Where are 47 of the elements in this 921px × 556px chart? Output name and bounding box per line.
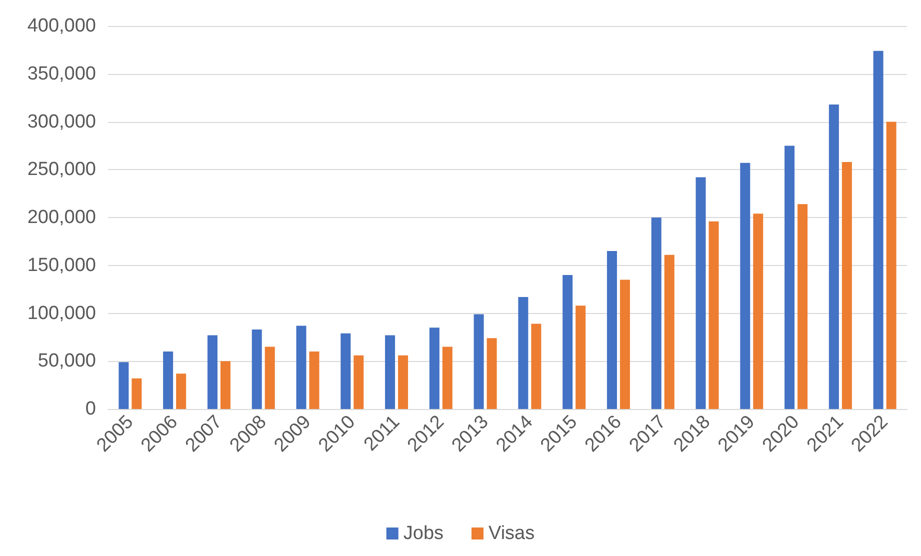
bar bbox=[873, 50, 884, 409]
y-tick-label: 400,000 bbox=[27, 16, 96, 36]
bar bbox=[886, 122, 896, 409]
bar bbox=[309, 352, 320, 409]
bar bbox=[664, 254, 674, 409]
bar bbox=[606, 251, 617, 409]
bar bbox=[252, 330, 262, 409]
bar bbox=[474, 314, 484, 409]
y-tick-label: 350,000 bbox=[27, 63, 96, 84]
bar bbox=[429, 328, 440, 409]
y-tick-label: 0 bbox=[85, 398, 96, 420]
bar bbox=[385, 335, 396, 409]
bar bbox=[696, 177, 706, 409]
legend-label: Visas bbox=[488, 523, 535, 544]
bar bbox=[576, 306, 586, 409]
bar bbox=[340, 333, 351, 409]
bar bbox=[828, 104, 839, 409]
bar bbox=[296, 326, 306, 409]
bar bbox=[486, 338, 497, 409]
y-tick-label: 200,000 bbox=[27, 207, 96, 228]
bar bbox=[562, 274, 573, 409]
bar bbox=[798, 204, 808, 409]
bar bbox=[176, 374, 186, 409]
bar bbox=[354, 355, 364, 409]
bar bbox=[740, 162, 750, 409]
bar bbox=[132, 378, 142, 409]
bar bbox=[784, 146, 795, 409]
legend-label: Jobs bbox=[403, 523, 444, 544]
bar bbox=[518, 296, 528, 409]
bar bbox=[163, 352, 174, 409]
bar bbox=[620, 280, 630, 409]
bar bbox=[531, 324, 542, 409]
bar bbox=[207, 335, 218, 409]
y-tick-label: 150,000 bbox=[27, 254, 96, 276]
y-tick-label: 100,000 bbox=[27, 302, 96, 324]
bar bbox=[708, 221, 719, 409]
bar bbox=[442, 346, 452, 409]
bar bbox=[651, 218, 662, 409]
y-tick-label: 250,000 bbox=[27, 159, 96, 180]
bar bbox=[118, 362, 129, 409]
bar bbox=[220, 361, 230, 409]
bar bbox=[398, 355, 408, 409]
bar bbox=[753, 214, 764, 409]
y-tick-label: 300,000 bbox=[27, 111, 96, 132]
bar bbox=[264, 346, 275, 409]
bar bbox=[842, 162, 852, 409]
y-tick-label: 50,000 bbox=[38, 350, 96, 372]
